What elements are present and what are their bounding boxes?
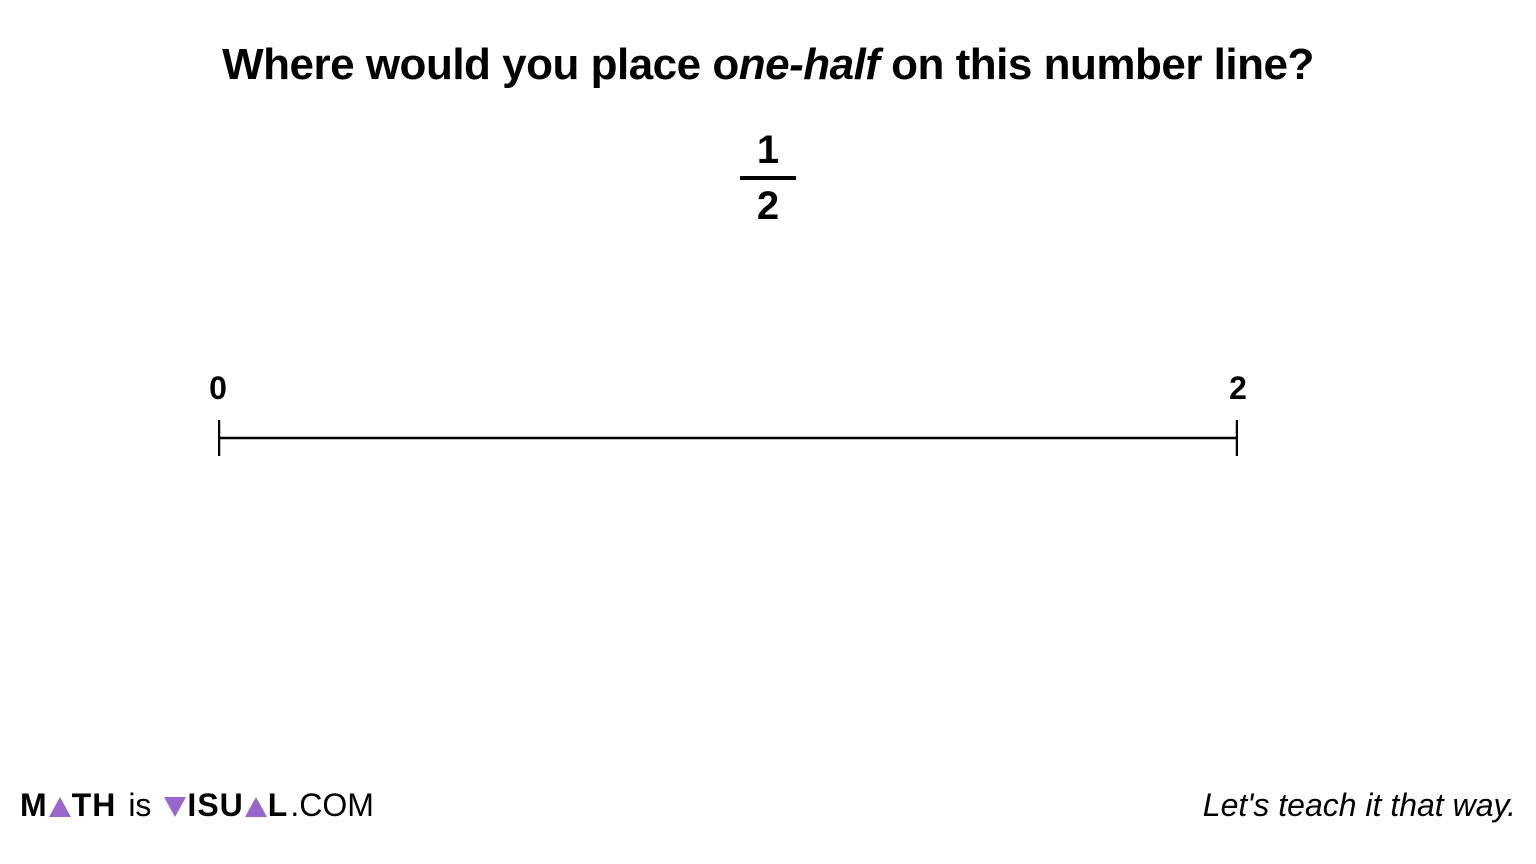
- numberline: 0 2: [218, 370, 1238, 450]
- logo-math: MTH: [20, 787, 116, 824]
- tagline: Let's teach it that way.: [1203, 787, 1516, 824]
- logo-com: .COM: [290, 787, 374, 824]
- question-title: Where would you place one-half on this n…: [0, 40, 1536, 90]
- footer: MTH is ISUL.COM Let's teach it that way.: [20, 787, 1516, 824]
- logo-visual: ISUL: [163, 787, 288, 824]
- numberline-svg: [218, 418, 1238, 458]
- triangle-up-icon: [245, 797, 267, 817]
- triangle-up-icon: [49, 797, 71, 817]
- triangle-down-icon: [164, 797, 186, 817]
- fraction-denominator: 2: [740, 182, 796, 226]
- brand-logo: MTH is ISUL.COM: [20, 787, 374, 824]
- title-suffix: on this number line?: [879, 40, 1313, 89]
- numberline-container: 0 2: [218, 370, 1238, 450]
- fraction-numerator: 1: [740, 130, 796, 174]
- numberline-start-label: 0: [209, 370, 227, 407]
- title-prefix: Where would you place o: [222, 40, 739, 89]
- numberline-end-label: 2: [1229, 370, 1247, 407]
- fraction-bar: [740, 176, 796, 180]
- fraction-display: 1 2: [740, 130, 796, 226]
- title-italic: ne-half: [739, 40, 880, 89]
- logo-is: is: [128, 787, 151, 824]
